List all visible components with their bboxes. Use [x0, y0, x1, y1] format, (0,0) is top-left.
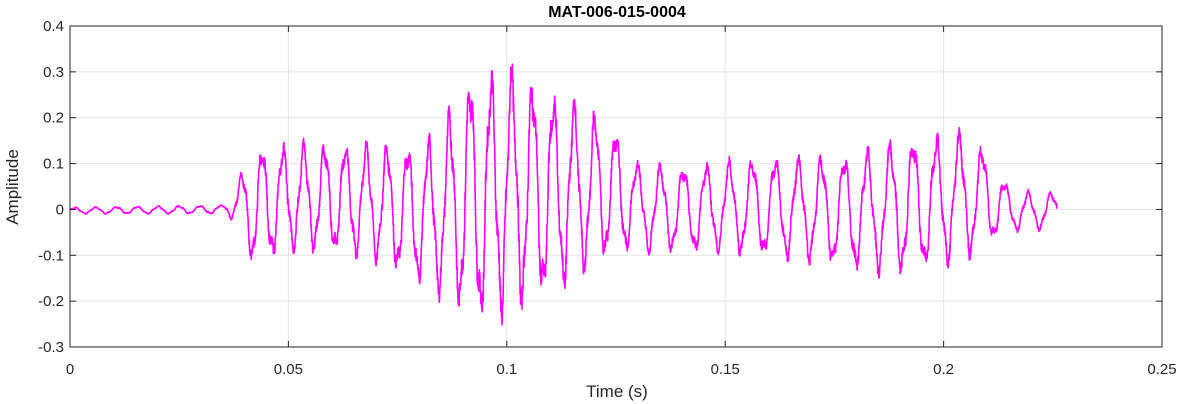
- y-tick-label: 0.1: [43, 156, 64, 173]
- y-tick-label: -0.1: [38, 247, 64, 264]
- x-axis-ticks: 0 0.05 0.1 0.15 0.2 0.25: [66, 26, 1177, 378]
- x-tick-label: 0.1: [496, 361, 517, 378]
- x-tick-label: 0.05: [274, 361, 303, 378]
- x-axis-label: Time (s): [586, 382, 648, 401]
- waveform-series-line: [69, 63, 1058, 326]
- plot-frame: [69, 25, 1163, 348]
- y-axis-label: Amplitude: [3, 149, 22, 225]
- chart-title: MAT-006-015-0004: [548, 4, 686, 21]
- y-tick-label: 0.2: [43, 110, 64, 127]
- y-tick-label: 0.4: [43, 18, 64, 35]
- x-tick-label: 0.15: [711, 361, 740, 378]
- y-tick-label: -0.2: [38, 293, 64, 310]
- x-tick-label: 0: [66, 361, 74, 378]
- series-layer: [69, 63, 1058, 326]
- grid: [69, 25, 1163, 348]
- x-tick-label: 0.2: [933, 361, 954, 378]
- y-tick-label: 0.3: [43, 64, 64, 81]
- y-tick-label: 0: [56, 201, 64, 218]
- y-axis-ticks: -0.3 -0.2 -0.1 0 0.1 0.2 0.3 0.4: [38, 18, 1162, 356]
- x-tick-label: 0.25: [1147, 361, 1176, 378]
- y-tick-label: -0.3: [38, 339, 64, 356]
